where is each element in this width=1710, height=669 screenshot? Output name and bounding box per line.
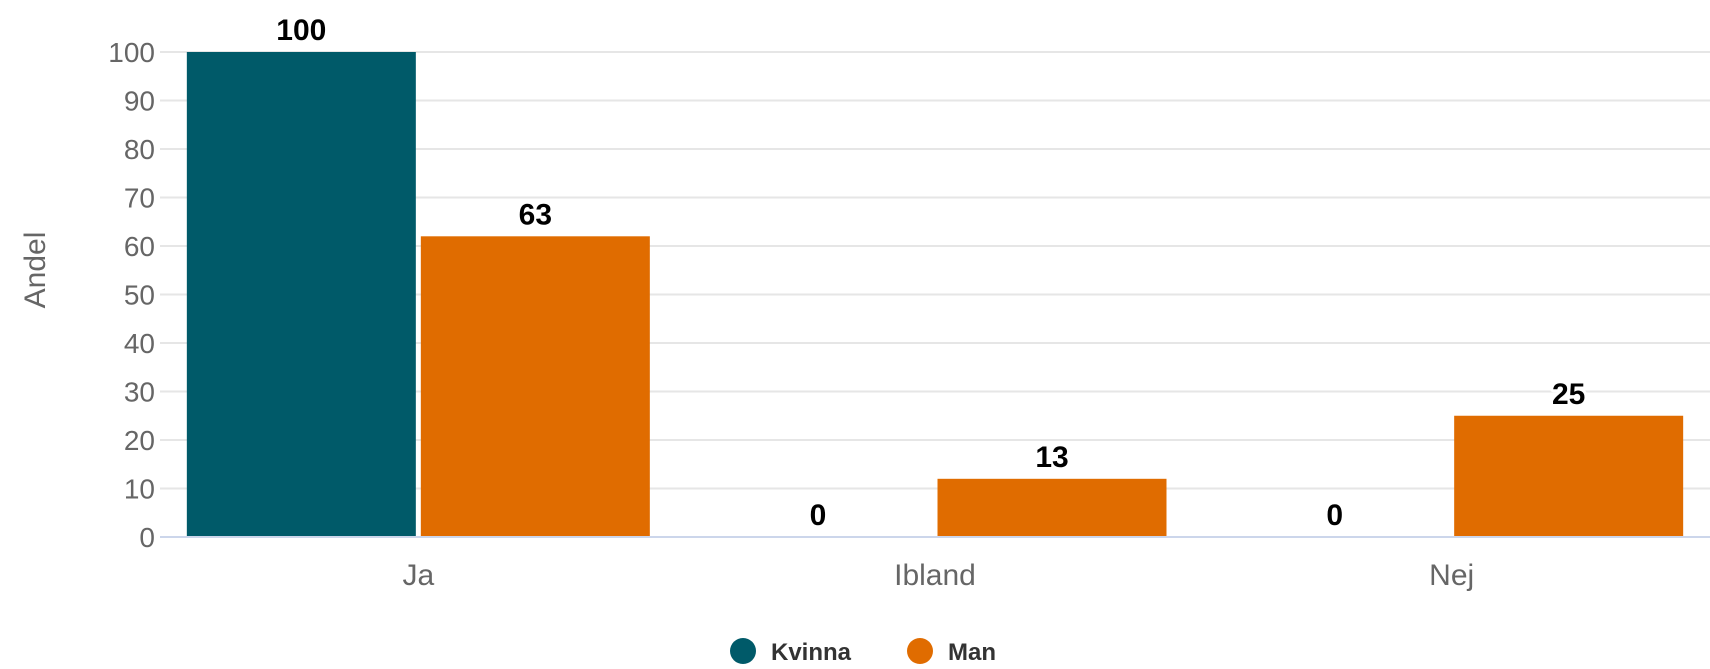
bars [186, 52, 1684, 538]
bar-kvinna-ja [186, 52, 416, 537]
legend-label-man[interactable]: Man [948, 639, 996, 666]
y-tick-label: 30 [124, 377, 155, 408]
data-label: 0 [1326, 499, 1343, 532]
y-axis-label: Andel [19, 232, 52, 309]
y-tick-label: 60 [124, 231, 155, 262]
y-tick-label: 70 [124, 183, 155, 214]
y-tick-label: 40 [124, 328, 155, 359]
data-labels: 100 63 0 13 0 25 [273, 11, 1588, 535]
x-category-label: Nej [1429, 559, 1474, 592]
x-category-label: Ja [402, 559, 434, 592]
bar-man-nej [1454, 415, 1684, 537]
y-tick-label: 10 [124, 474, 155, 505]
gridlines [160, 51, 1710, 490]
bar-man-ibland [937, 478, 1167, 537]
y-tick-label: 90 [124, 86, 155, 117]
data-label: 13 [1035, 441, 1068, 474]
y-tick-label: 20 [124, 425, 155, 456]
data-label: 25 [1552, 378, 1585, 411]
data-label: 100 [276, 14, 326, 47]
y-tick-label: 50 [124, 280, 155, 311]
bar-man-ja [420, 236, 650, 538]
legend-marker-man [907, 638, 933, 664]
legend-label-kvinna[interactable]: Kvinna [771, 639, 852, 666]
data-label: 0 [810, 499, 827, 532]
data-label: 63 [519, 198, 552, 231]
x-axis-categories: Ja Ibland Nej [402, 559, 1474, 592]
y-tick-label: 0 [139, 522, 155, 553]
y-tick-label: 80 [124, 134, 155, 165]
legend-marker-kvinna [730, 638, 756, 664]
x-category-label: Ibland [894, 559, 976, 592]
legend: Kvinna Man [730, 638, 996, 666]
y-axis-ticks: 0 10 20 30 40 50 60 70 80 90 100 [108, 37, 155, 553]
y-tick-label: 100 [108, 37, 155, 68]
